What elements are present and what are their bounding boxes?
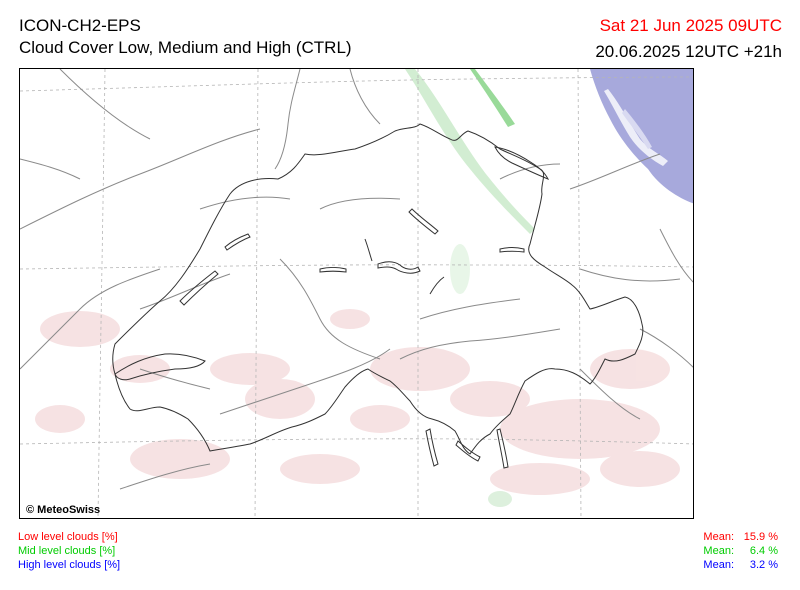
legend-high-clouds: High level clouds [%] — [18, 559, 121, 571]
mean-high-label: Mean: — [703, 559, 734, 571]
map-canvas: © MeteoSwiss — [20, 69, 693, 518]
run-info: 20.06.2025 12UTC +21h — [595, 42, 782, 61]
mean-low-label: Mean: — [703, 531, 734, 543]
terrain-lines — [20, 69, 693, 490]
mean-high-value: 3.2 % — [749, 559, 778, 571]
model-title: ICON-CH2-EPS — [19, 16, 141, 35]
mean-high: Mean: 3.2 % — [703, 559, 778, 572]
mean-mid-value: 6.4 % — [749, 545, 778, 557]
mid-cloud-patches — [405, 69, 535, 507]
mean-mid-label: Mean: — [703, 545, 734, 557]
valid-time: Sat 21 Jun 2025 09UTC — [599, 16, 782, 35]
graticule — [20, 69, 693, 518]
mean-low-value: 15.9 % — [743, 531, 778, 543]
legend-mid-clouds: Mid level clouds [%] — [18, 545, 116, 557]
legend-low-clouds: Low level clouds [%] — [18, 531, 118, 543]
low-cloud-patches — [35, 309, 680, 495]
high-cloud-patches — [590, 69, 693, 204]
swiss-border — [112, 123, 644, 469]
mean-mid: Mean: 6.4 % — [703, 545, 778, 558]
mean-low: Mean: 15.9 % — [703, 531, 778, 544]
product-title: Cloud Cover Low, Medium and High (CTRL) — [19, 38, 352, 57]
cloud-cover-map: © MeteoSwiss — [19, 68, 694, 519]
copyright: © MeteoSwiss — [26, 504, 101, 516]
